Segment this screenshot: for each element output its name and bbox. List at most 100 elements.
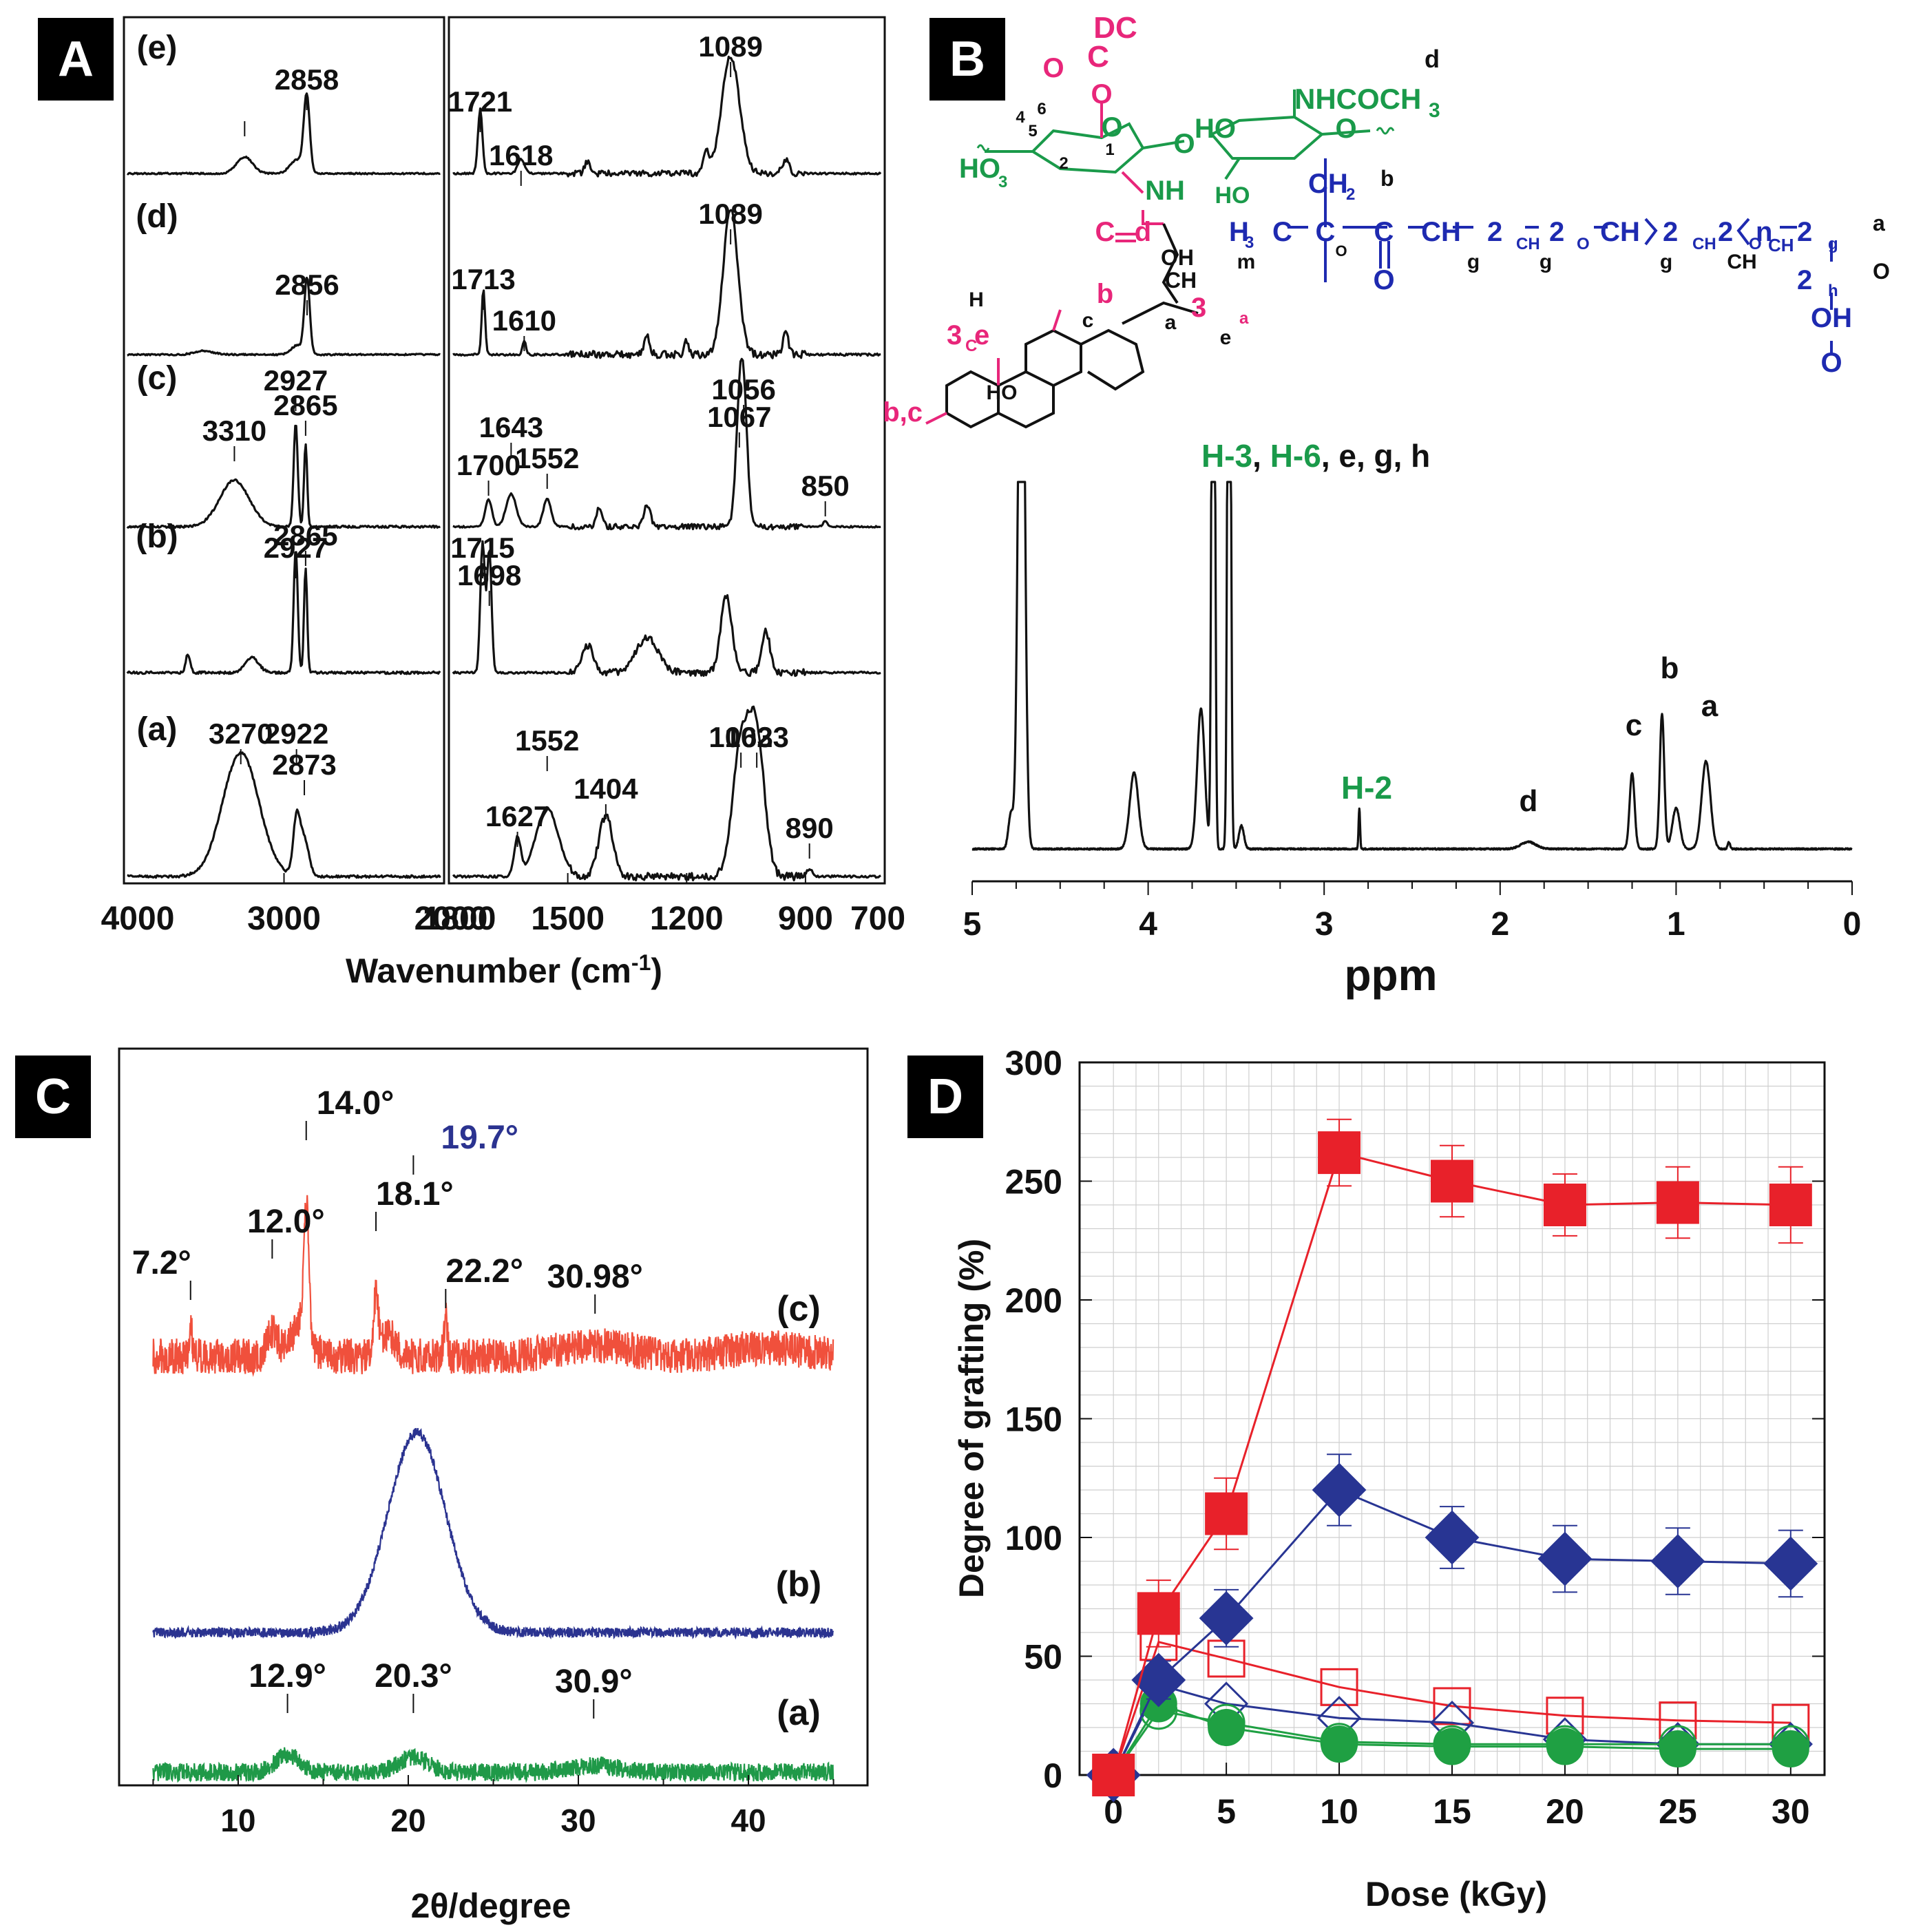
- structure-label: 1: [1105, 140, 1114, 159]
- badge-C-label: C: [35, 1069, 71, 1124]
- xrd-x-tick-label: 10: [220, 1803, 255, 1838]
- ftir-peak-label: 1089: [698, 30, 762, 63]
- xrd-peak-label: 14.0°: [317, 1085, 395, 1122]
- grafting-y-tick-label: 0: [1043, 1756, 1062, 1795]
- nmr-x-tick-label: 2: [1491, 906, 1509, 943]
- ftir-peak-label: 1627: [485, 800, 549, 832]
- ftir-right-tick-label: 1500: [531, 901, 605, 937]
- structure-label: a: [1873, 211, 1885, 235]
- structure-label: C: [1095, 217, 1115, 247]
- structure-label: 3: [1191, 293, 1206, 323]
- structure-label: 6: [1037, 100, 1046, 118]
- xrd-peak-label: 30.9°: [555, 1663, 633, 1700]
- structure-label: C: [1087, 40, 1109, 74]
- nmr-label-d: d: [1520, 784, 1538, 818]
- structure-label: e: [1220, 326, 1232, 349]
- structure-bond: [1121, 171, 1144, 194]
- xrd-x-tick-label: 20: [390, 1803, 425, 1838]
- grafting-point: [1318, 1131, 1361, 1175]
- grafting-point: [1656, 1181, 1699, 1224]
- structure-label: CH: [1165, 268, 1197, 293]
- nmr-x-tick-label: 5: [963, 906, 982, 943]
- structure-label: H: [1229, 217, 1249, 247]
- structure-label: HO: [959, 154, 1000, 184]
- ftir-right-frame: [448, 16, 886, 885]
- ftir-left-tick-label: 4000: [101, 901, 175, 937]
- structure-label: g: [1540, 251, 1552, 273]
- ftir-series-label: (a): [137, 711, 178, 748]
- structure-label: d: [1425, 45, 1440, 73]
- nmr-x-tick-label: 3: [1315, 906, 1334, 943]
- structure-label: O: [1091, 79, 1112, 109]
- structure-bond: [925, 412, 947, 425]
- structure-label: c: [1082, 309, 1094, 332]
- ftir-peak-label: 1063: [708, 721, 773, 753]
- ftir-right-tick-label: 1800: [423, 901, 496, 937]
- ftir-series-label: (c): [137, 360, 178, 397]
- structure-label: HO: [1215, 182, 1250, 209]
- xrd-peak-label: 22.2°: [445, 1253, 523, 1290]
- xrd-series-label: (c): [777, 1289, 821, 1329]
- structure-bond: [1142, 140, 1185, 149]
- structure-label: b,c: [883, 397, 923, 428]
- xrd-x-axis-label: 2θ/degree: [411, 1887, 571, 1925]
- structure-label: 3: [1429, 99, 1440, 122]
- xrd-trace: [152, 1195, 834, 1377]
- grafting-point: [1537, 1531, 1593, 1586]
- grafting-point: [1205, 1492, 1248, 1535]
- ftir-trace-left: [127, 92, 441, 176]
- grafting-series: [1092, 1118, 1812, 1796]
- ftir-peak-label: 2927: [264, 532, 328, 564]
- ftir-peak-label: 2865: [273, 389, 337, 421]
- nmr-label-h2: H-2: [1341, 770, 1392, 806]
- ftir-right-tick-label: 700: [850, 901, 905, 937]
- structure-label: b: [1097, 279, 1113, 309]
- structure-label: O: [1042, 53, 1064, 83]
- grafting-y-tick-label: 200: [1005, 1281, 1062, 1320]
- structure-label: NHCOCH: [1294, 83, 1421, 115]
- ftir-peak-label: 850: [801, 470, 850, 502]
- structure-label: 5: [1028, 122, 1037, 140]
- grafting-point: [1769, 1184, 1812, 1226]
- structure-bond: [1321, 129, 1371, 136]
- nmr-label-a: a: [1701, 689, 1719, 723]
- nmr-label-c: c: [1626, 708, 1642, 742]
- ftir-trace-right: [452, 55, 882, 178]
- xrd-peak-label: 18.1°: [376, 1176, 454, 1212]
- ftir-peak-label: 1404: [574, 773, 638, 805]
- ftir-peak-label: 2927: [264, 364, 328, 397]
- structure-label: 2: [1487, 217, 1502, 247]
- structure-label: HO: [1195, 114, 1236, 144]
- ftir-series-label: (e): [137, 30, 178, 66]
- xrd-series-label: (b): [776, 1564, 821, 1604]
- ftir-right-tick-label: 1200: [650, 901, 724, 937]
- grafting-point: [1208, 1709, 1246, 1746]
- badge-C: C: [15, 1056, 91, 1138]
- structure-bond: [1644, 218, 1658, 246]
- grafting-x-tick-label: 30: [1772, 1792, 1810, 1831]
- xrd-peak-label: 19.7°: [441, 1120, 518, 1156]
- structure-bond: [1122, 301, 1199, 325]
- grafting-x-tick-label: 5: [1217, 1792, 1236, 1831]
- grafting-y-tick-label: 250: [1005, 1163, 1062, 1201]
- grafting-point: [1092, 1754, 1135, 1796]
- structure-bond: [1142, 210, 1164, 225]
- structure-label: 3: [998, 173, 1007, 191]
- badge-A: A: [38, 18, 114, 101]
- structure-label: g: [1467, 251, 1480, 273]
- grafting-point: [1137, 1592, 1180, 1635]
- grafting-y-tick-label: 100: [1005, 1519, 1062, 1557]
- grafting-x-tick-label: 15: [1433, 1792, 1471, 1831]
- structure-label: a: [1239, 309, 1249, 328]
- grafting-point: [1772, 1730, 1809, 1768]
- ftir-peak-label: 890: [786, 812, 834, 844]
- xrd-series-label: (a): [777, 1693, 821, 1733]
- structure-label: 2: [1718, 217, 1733, 247]
- grafting-point: [1433, 1687, 1471, 1725]
- structure-label: O: [1335, 242, 1347, 260]
- badge-D: D: [907, 1056, 983, 1138]
- nmr-x-axis-label: ppm: [1344, 950, 1437, 1000]
- grafting-x-tick-label: 20: [1546, 1792, 1584, 1831]
- grafting-point: [1433, 1728, 1471, 1765]
